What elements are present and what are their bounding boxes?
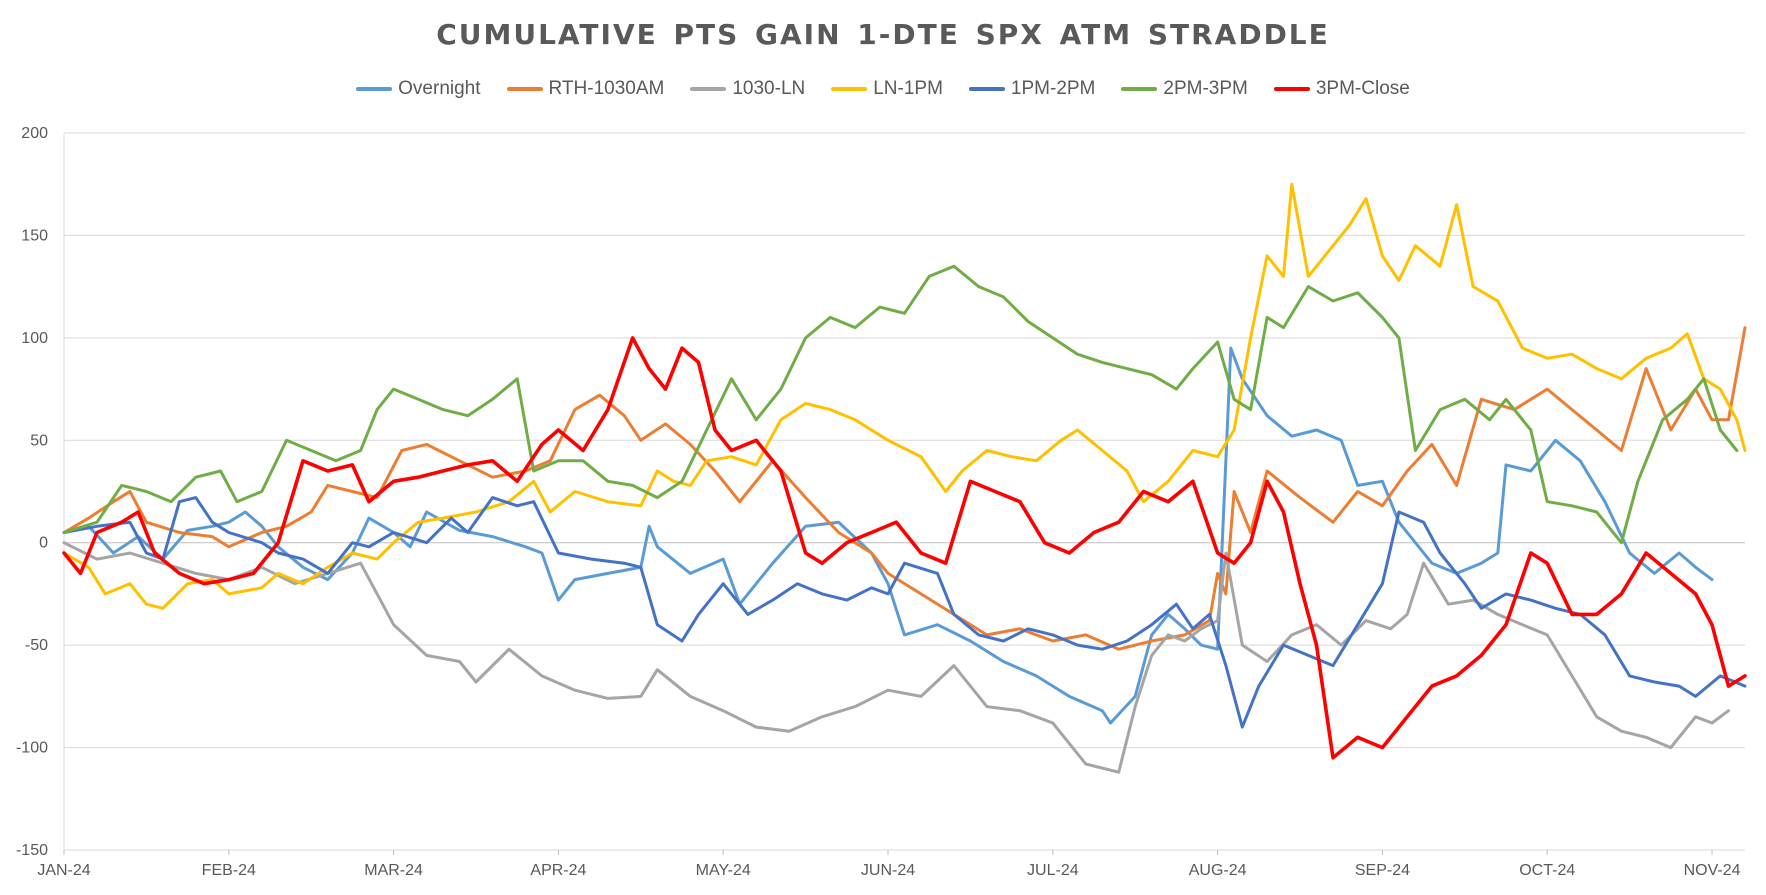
x-tick-label: MAR-24 [364,862,423,879]
x-tick-label: NOV-24 [1684,862,1741,879]
series-line-2pm-3pm [62,264,1739,545]
series-line-3pm-close [62,336,1747,760]
legend-item: 1030-LN [690,78,805,100]
y-tick-label: -150 [16,842,48,859]
legend-swatch [356,87,393,91]
series-line-1030-ln [62,541,1730,774]
y-tick-label: 100 [21,330,48,347]
x-tick-label: AUG-24 [1189,862,1247,879]
legend-item: LN-1PM [831,78,943,100]
x-tick-label: APR-24 [530,862,586,879]
y-tick-label: -100 [16,740,48,757]
y-tick-label: 200 [21,125,48,142]
x-tick-label: OCT-24 [1519,862,1575,879]
legend-swatch [1121,87,1158,91]
x-tick-label: FEB-24 [202,862,256,879]
legend-item: 3PM-Close [1273,78,1410,100]
x-tick-label: MAY-24 [696,862,751,879]
legend-label: 1030-LN [732,78,806,99]
y-tick-label: 50 [30,432,48,449]
legend-label: 2PM-3PM [1163,78,1248,99]
chart-title: CUMULATIVE PTS GAIN 1-DTE SPX ATM STRADD… [436,18,1330,51]
legend-label: Overnight [398,78,481,99]
legend-item: 2PM-3PM [1121,78,1248,100]
legend-label: 3PM-Close [1315,78,1410,99]
legend-item: RTH-1030AM [506,78,665,100]
legend-label: 1PM-2PM [1010,78,1096,99]
legend-item: Overnight [356,78,481,100]
legend-swatch [690,87,727,91]
legend-swatch [968,87,1005,91]
x-tick-label: JAN-24 [37,862,90,879]
legend-label: LN-1PM [873,78,943,99]
legend-swatch [831,87,868,91]
legend-item: 1PM-2PM [968,78,1096,100]
legend-swatch [506,87,543,91]
legend-swatch [1273,87,1310,91]
series-line-ln-1pm [62,182,1747,610]
y-tick-label: 150 [21,227,48,244]
x-tick-label: JUL-24 [1027,862,1079,879]
y-tick-label: 0 [39,535,48,552]
legend-label: RTH-1030AM [548,78,665,99]
series-line-rth-1030am [62,326,1747,651]
x-tick-label: JUN-24 [861,862,915,879]
x-tick-label: SEP-24 [1355,862,1410,879]
legend: Overnight RTH-1030AM 1030-LN LN-1PM 1PM-2PM 2… [0,78,1766,100]
series-line-1pm-2pm [62,496,1747,729]
y-tick-label: -50 [25,637,48,654]
